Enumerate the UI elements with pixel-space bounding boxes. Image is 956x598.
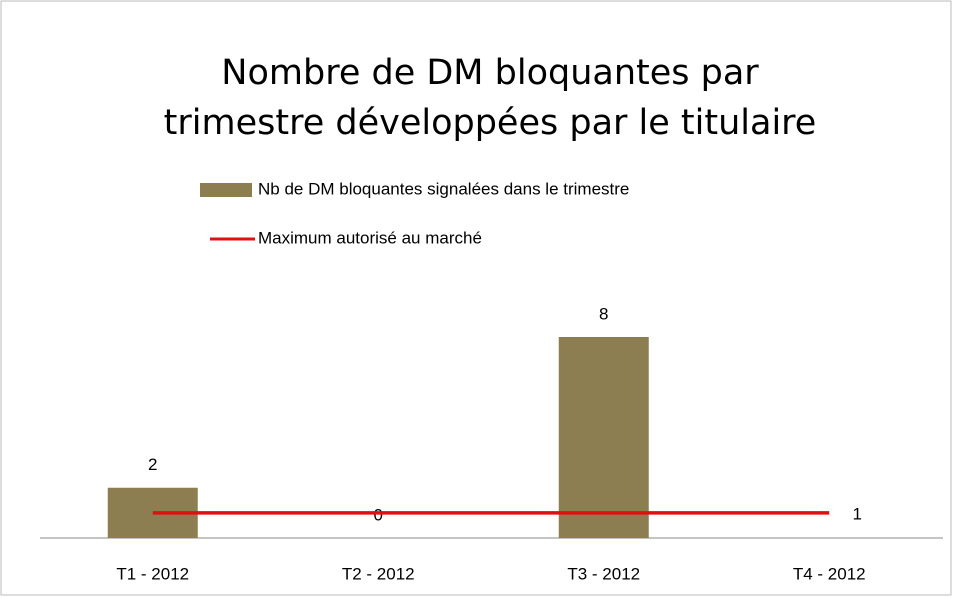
chart-title: trimestre développées par le titulaire bbox=[164, 103, 817, 143]
legend-label: Nb de DM bloquantes signalées dans le tr… bbox=[258, 179, 629, 198]
bar bbox=[558, 337, 649, 538]
data-label: 1 bbox=[853, 504, 862, 523]
data-label: 8 bbox=[599, 304, 608, 323]
x-tick-label: T1 - 2012 bbox=[116, 564, 189, 583]
x-tick-label: T4 - 2012 bbox=[793, 564, 866, 583]
chart-title: Nombre de DM bloquantes par bbox=[221, 53, 759, 93]
x-tick-label: T3 - 2012 bbox=[567, 564, 640, 583]
legend-swatch bbox=[200, 183, 252, 197]
data-label: 2 bbox=[148, 455, 157, 474]
legend-label: Maximum autorisé au marché bbox=[258, 228, 482, 247]
data-label: 0 bbox=[374, 505, 383, 524]
x-tick-label: T2 - 2012 bbox=[342, 564, 415, 583]
